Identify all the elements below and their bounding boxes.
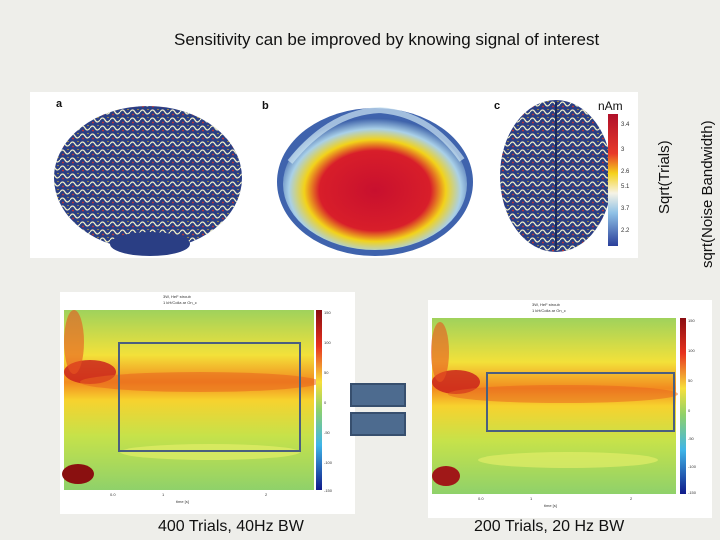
colorbar-tick: 3.4 bbox=[621, 122, 630, 128]
equals-sign-top-bar bbox=[350, 383, 406, 407]
brain-lateral-view bbox=[54, 106, 242, 256]
colorbar-tick: 50 bbox=[324, 370, 329, 375]
colorbar-tick: 3 bbox=[621, 147, 625, 153]
brain-figure: a b c nAm 3.4 3 2.6 5.1 3.7 2.2 bbox=[30, 92, 638, 258]
colorbar-tick: -100 bbox=[688, 464, 697, 469]
plot-header-line: 1 kH/Coila ar On_c bbox=[532, 308, 566, 313]
colorbar-tick: 2.2 bbox=[621, 228, 630, 234]
colorbar-tick: 100 bbox=[688, 348, 695, 353]
left-plot-caption: 400 Trials, 40Hz BW bbox=[158, 518, 304, 535]
plot-header-line: 3W, HeF stroub bbox=[532, 302, 560, 307]
colorbar-tick: -50 bbox=[324, 430, 330, 435]
colorbar-tick: 50 bbox=[688, 378, 693, 383]
x-tick: 1 bbox=[162, 492, 165, 497]
colorbar-tick: 150 bbox=[688, 318, 695, 323]
region-of-interest-box bbox=[486, 372, 675, 432]
panel-label-a: a bbox=[56, 98, 63, 110]
x-tick: 1 bbox=[530, 496, 533, 501]
panel-label-c: c bbox=[494, 100, 501, 112]
equals-sign-bottom-bar bbox=[350, 412, 406, 436]
right-tf-heatmap bbox=[431, 318, 686, 494]
colorbar-tick: 150 bbox=[324, 310, 331, 315]
plot-header-line: 1 kH/Coila ar On_c bbox=[163, 300, 197, 305]
slide-title: Sensitivity can be improved by knowing s… bbox=[174, 30, 600, 49]
x-axis-label: time [s] bbox=[544, 503, 557, 508]
left-tf-plot: 3W, HeF stroub 1 kH/Coila ar On_c bbox=[60, 292, 355, 514]
brain-medial-view bbox=[277, 106, 473, 256]
plot-header-line: 3W, HeF stroub bbox=[163, 294, 191, 299]
brain-illustration bbox=[54, 100, 618, 256]
right-plot-caption: 200 Trials, 20 Hz BW bbox=[474, 518, 625, 535]
right-tf-plot: 3W, HeF stroub 1 kH/Coila ar On_c 0.0 1 … bbox=[428, 300, 712, 518]
x-tick: 2 bbox=[630, 496, 633, 501]
colorbar-tick: -150 bbox=[688, 490, 697, 495]
colorbar-tick: 100 bbox=[324, 340, 331, 345]
colorbar-tick: 2.6 bbox=[621, 169, 630, 175]
sqrt-trials-label: Sqrt(Trials) bbox=[656, 140, 673, 214]
x-axis-label: time [s] bbox=[176, 499, 189, 504]
colorbar-tick: 0 bbox=[324, 400, 327, 405]
x-tick: 2 bbox=[265, 492, 268, 497]
x-tick: 0.0 bbox=[478, 496, 484, 501]
colorbar-tick: 5.1 bbox=[621, 184, 630, 190]
region-of-interest-box bbox=[118, 342, 301, 452]
colorbar-tick: 3.7 bbox=[621, 206, 630, 212]
sqrt-noise-bandwidth-label: sqrt(Noise Bandwidth) bbox=[699, 120, 716, 268]
x-tick: 0.0 bbox=[110, 492, 116, 497]
colorbar-tick: 0 bbox=[688, 408, 691, 413]
colorbar-tick: -100 bbox=[324, 460, 333, 465]
left-tf-heatmap bbox=[62, 310, 322, 490]
colorbar-tick: -150 bbox=[324, 488, 333, 493]
colorbar bbox=[608, 114, 618, 246]
panel-label-b: b bbox=[262, 100, 269, 112]
brain-top-view bbox=[500, 100, 612, 252]
colorbar-unit: nAm bbox=[598, 99, 623, 113]
colorbar-tick: -50 bbox=[688, 436, 694, 441]
